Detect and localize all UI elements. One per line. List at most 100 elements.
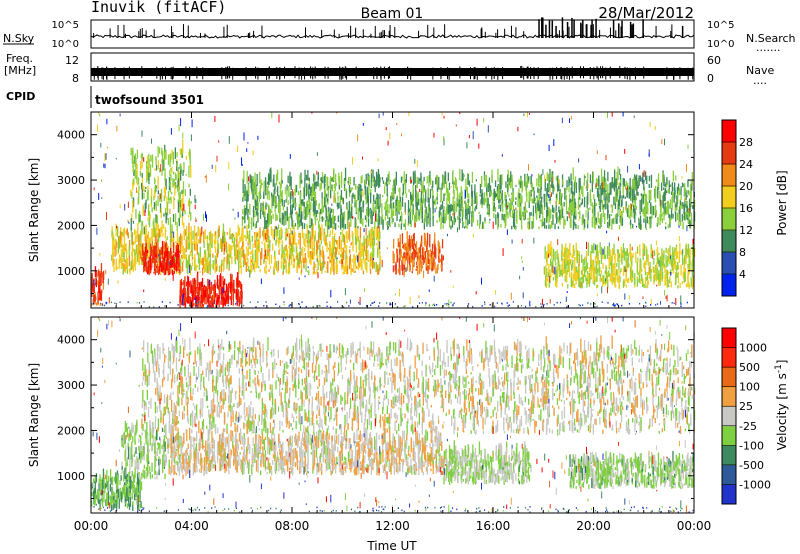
data-cell: [174, 147, 176, 159]
data-cell: [340, 223, 342, 230]
data-cell: [365, 197, 367, 205]
data-cell: [570, 173, 572, 186]
data-cell: [133, 169, 135, 176]
data-cell: [642, 253, 644, 257]
data-cell: [616, 213, 618, 218]
data-cell: [335, 240, 338, 245]
data-cell: [185, 255, 187, 268]
data-cell: [416, 200, 418, 211]
data-cell: [357, 236, 360, 242]
data-cell: [362, 245, 364, 255]
data-cell: [324, 238, 326, 245]
data-cell: [575, 203, 577, 216]
data-cell: [450, 186, 452, 188]
data-cell: [605, 278, 606, 282]
data-cell: [352, 239, 354, 249]
data-cell: [293, 258, 295, 268]
data-cell: [203, 214, 204, 221]
data-cell: [672, 170, 674, 182]
data-cell: [125, 243, 127, 254]
data-cell: [563, 201, 565, 207]
data-cell: [225, 296, 228, 303]
data-cell: [338, 176, 341, 185]
data-cell: [98, 193, 100, 200]
data-cell: [308, 184, 310, 197]
data-cell: [187, 236, 189, 250]
data-cell: [311, 225, 313, 230]
data-cell: [423, 176, 425, 182]
data-cell: [593, 242, 595, 254]
data-cell: [92, 279, 95, 289]
data-cell: [472, 233, 474, 237]
data-cell: [587, 221, 589, 229]
data-cell: [602, 277, 604, 287]
data-cell: [191, 296, 193, 302]
data-cell: [355, 265, 357, 270]
data-cell: [301, 226, 304, 239]
data-cell: [295, 184, 297, 193]
data-cell: [225, 296, 227, 301]
data-cell: [387, 174, 389, 182]
data-cell: [675, 204, 677, 208]
data-cell: [611, 112, 613, 117]
data-cell: [677, 264, 680, 270]
data-cell: [327, 206, 329, 212]
data-cell: [246, 262, 249, 267]
data-cell: [158, 256, 160, 263]
data-cell: [319, 227, 322, 241]
data-cell: [354, 198, 356, 208]
data-cell: [243, 132, 245, 141]
data-cell: [137, 182, 139, 186]
data-cell: [660, 207, 662, 221]
data-cell: [601, 286, 603, 294]
data-cell: [322, 205, 324, 213]
data-cell: [145, 169, 148, 173]
data-cell: [598, 175, 600, 186]
data-cell: [120, 248, 122, 262]
data-cell: [539, 175, 541, 183]
data-cell: [385, 210, 387, 216]
data-cell: [479, 183, 482, 194]
data-cell: [392, 217, 394, 222]
data-cell: [618, 236, 619, 241]
data-cell: [570, 258, 572, 265]
data-cell: [246, 248, 248, 260]
data-cell: [678, 236, 680, 242]
data-cell: [126, 228, 128, 236]
data-cell: [275, 203, 277, 206]
data-cell: [275, 213, 277, 222]
data-cell: [264, 266, 266, 273]
data-cell: [616, 171, 618, 186]
data-cell: [509, 199, 512, 207]
data-cell: [471, 211, 473, 218]
data-cell: [357, 225, 359, 229]
data-cell: [544, 178, 546, 192]
data-cell: [259, 269, 261, 273]
data-cell: [238, 296, 240, 300]
data-cell: [549, 200, 551, 204]
data-cell: [286, 184, 288, 191]
data-cell: [248, 216, 250, 228]
data-cell: [220, 286, 223, 300]
data-cell: [154, 185, 156, 194]
data-cell: [253, 261, 256, 273]
data-cell: [244, 211, 246, 224]
data-cell: [187, 275, 189, 289]
data-cell: [123, 244, 125, 254]
data-cell: [247, 183, 249, 194]
data-cell: [552, 277, 555, 281]
data-cell: [636, 262, 638, 274]
data-cell: [176, 222, 178, 231]
data-cell: [677, 194, 679, 204]
data-cell: [413, 232, 415, 246]
data-cell: [574, 257, 576, 271]
data-cell: [467, 174, 469, 185]
data-cell: [154, 180, 156, 183]
data-cell: [581, 267, 584, 279]
data-cell: [687, 263, 689, 269]
data-cell: [569, 253, 572, 255]
data-cell: [644, 212, 646, 217]
data-cell: [174, 183, 176, 196]
data-cell: [311, 112, 313, 114]
